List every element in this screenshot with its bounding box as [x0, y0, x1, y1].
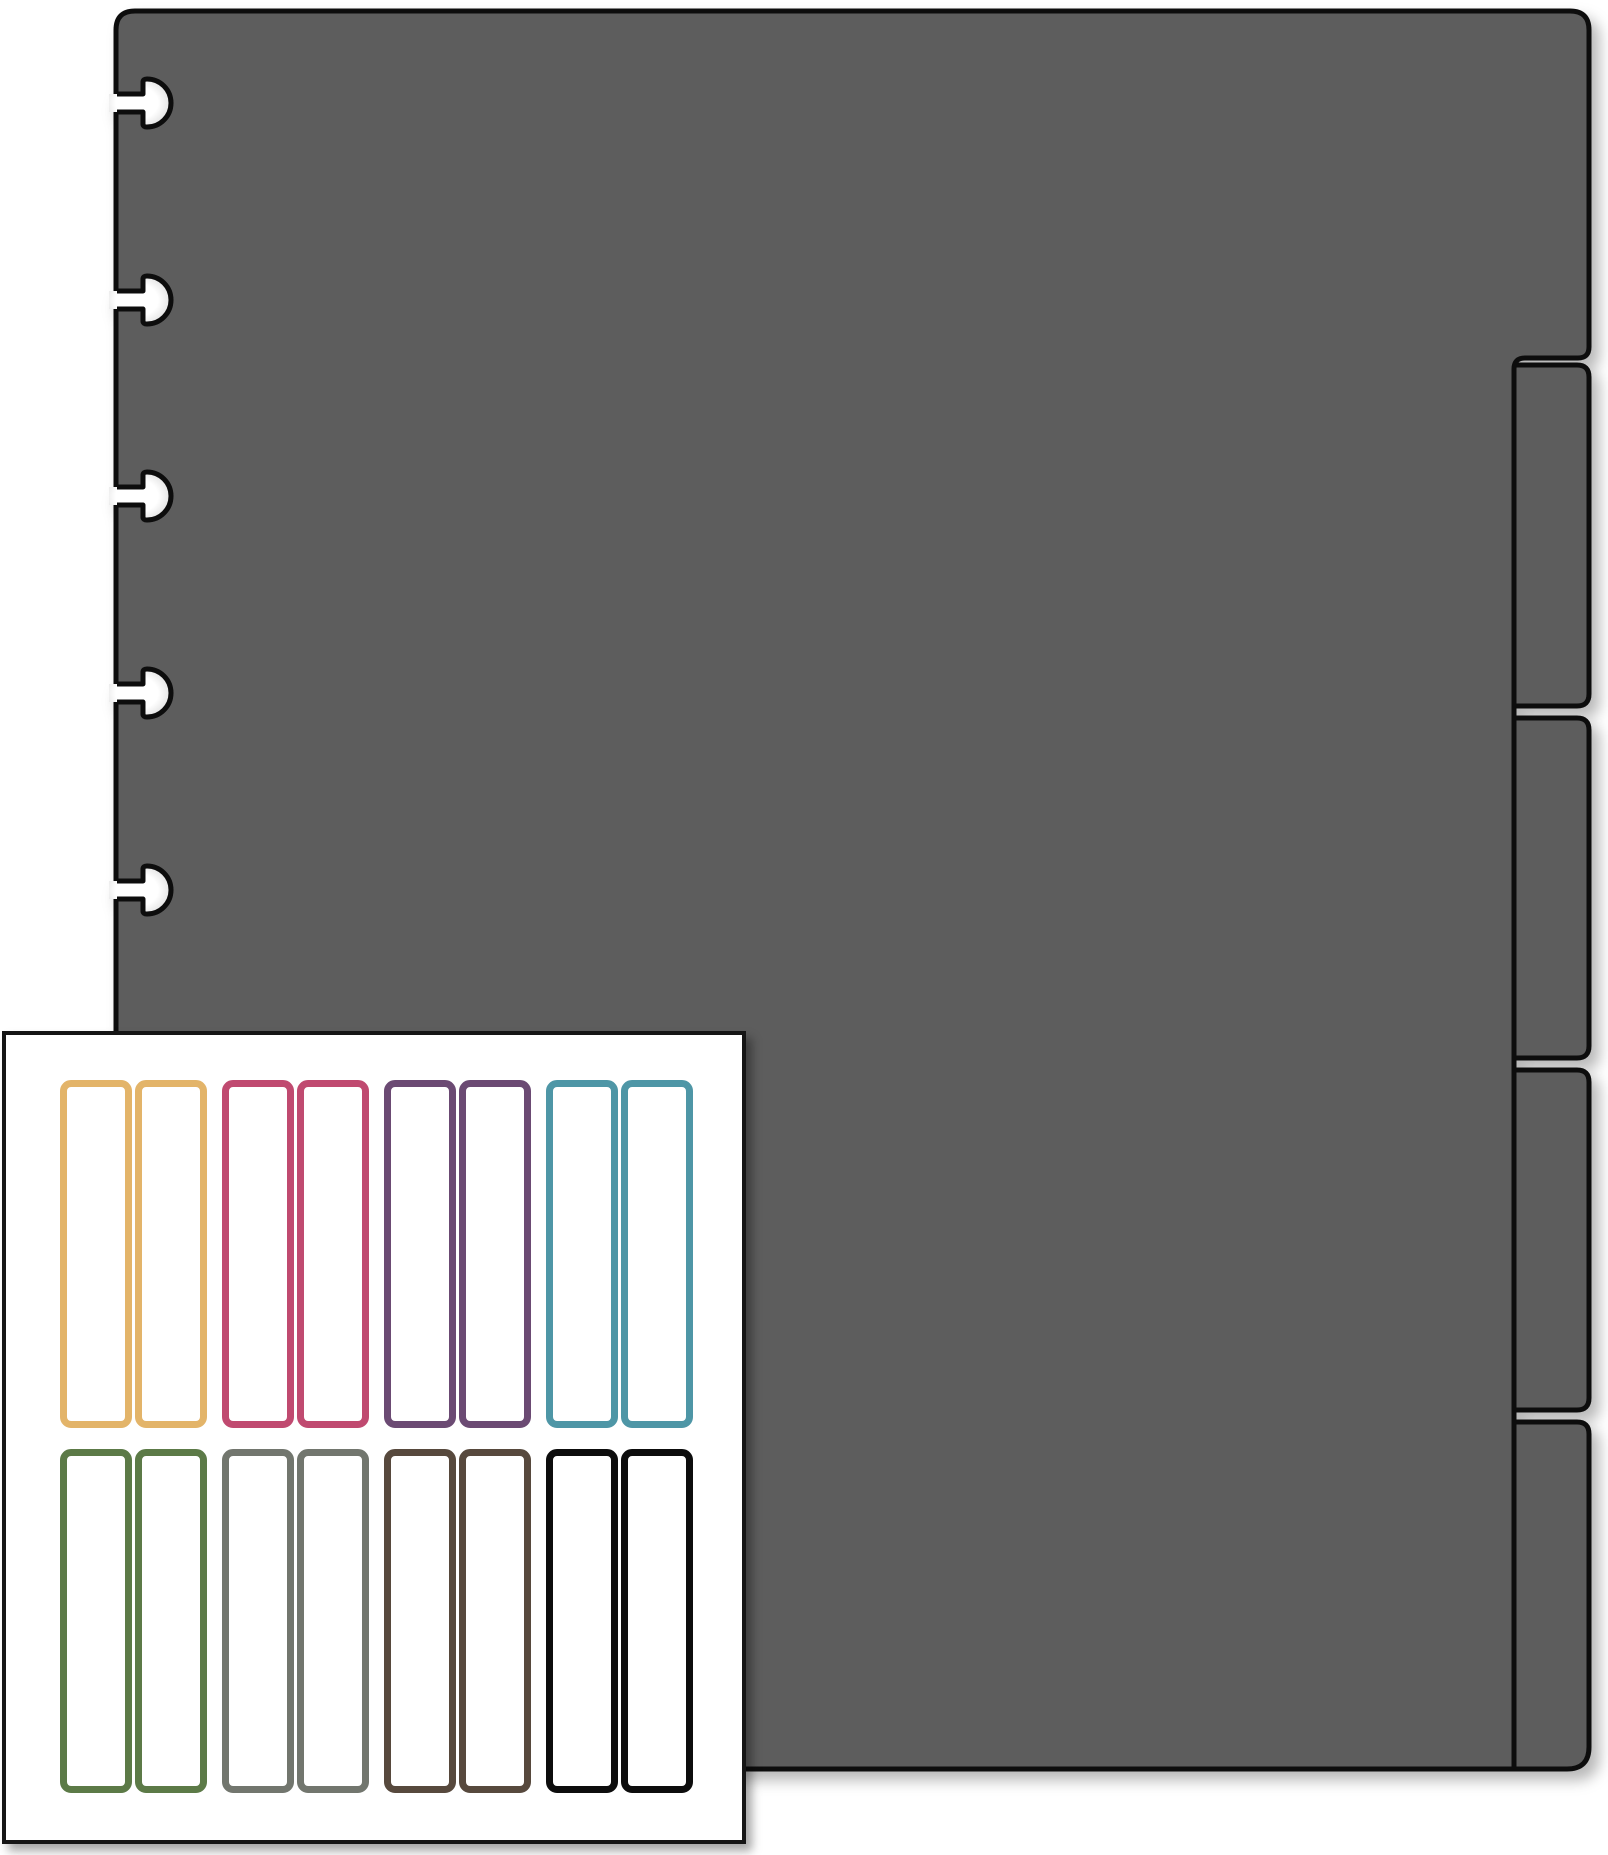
divider-tab-5: [1505, 1419, 1592, 1772]
tab-label-sticker: [135, 1449, 207, 1793]
label-group-taupe: [384, 1449, 531, 1793]
tab-label-sticker: [459, 1449, 531, 1793]
binding-hole-fill: [109, 669, 171, 717]
divider-tab-4: [1505, 1067, 1592, 1413]
binding-hole-outline: [117, 666, 174, 720]
binding-hole-outlines: [117, 76, 174, 917]
label-group-plum: [384, 1080, 531, 1428]
tab-label-sticker: [60, 1080, 132, 1428]
binding-hole-fill: [109, 472, 171, 520]
tab-label-sticker: [297, 1080, 369, 1428]
tab-label-sticker: [546, 1080, 618, 1428]
label-group-olive: [60, 1449, 207, 1793]
label-group-gray: [222, 1449, 369, 1793]
tab-label-sticker: [222, 1449, 294, 1793]
tab-label-sticker: [384, 1449, 456, 1793]
tab-label-sticker: [621, 1449, 693, 1793]
tab-label-sticker: [546, 1449, 618, 1793]
label-group-rose: [222, 1080, 369, 1428]
tab-label-sticker: [384, 1080, 456, 1428]
binding-hole-outline: [117, 273, 174, 327]
binding-hole-outline: [117, 76, 174, 130]
tab-label-sticker: [60, 1449, 132, 1793]
tab-label-sticker: [459, 1080, 531, 1428]
binding-hole-fill: [109, 276, 171, 324]
tab-label-sticker: [621, 1080, 693, 1428]
binding-hole-fill: [109, 866, 171, 914]
binding-hole-fill: [109, 79, 171, 127]
label-group-black: [546, 1449, 693, 1793]
tab-label-sticker: [135, 1080, 207, 1428]
label-group-gold: [60, 1080, 207, 1428]
label-row-top: [60, 1080, 742, 1428]
label-row-bottom: [60, 1449, 742, 1793]
binding-holes: [109, 79, 171, 914]
divider-tab-3: [1505, 715, 1592, 1061]
divider-tab-2: [1505, 362, 1592, 709]
tab-label-sticker: [297, 1449, 369, 1793]
binding-hole-outline: [117, 863, 174, 917]
label-group-teal: [546, 1080, 693, 1428]
binding-hole-outline: [117, 469, 174, 523]
label-sticker-sheet: [2, 1031, 746, 1844]
tab-label-sticker: [222, 1080, 294, 1428]
